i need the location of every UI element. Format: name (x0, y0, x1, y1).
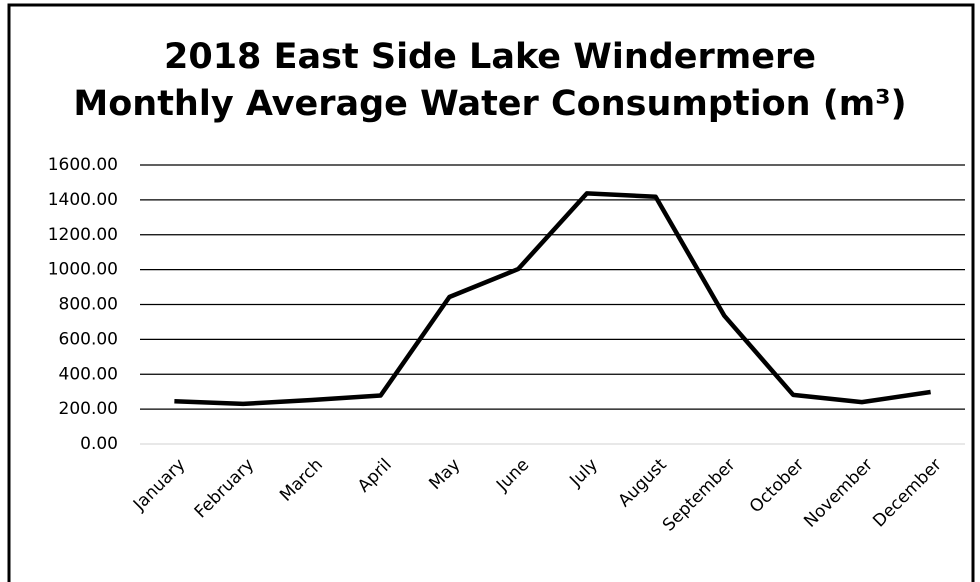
chart-title: Monthly Average Water Consumption (m³) (73, 84, 906, 124)
data-line (174, 191, 931, 407)
chart-frame (7, 3, 975, 582)
y-tick-label: 1600.00 (48, 155, 118, 175)
chart-title: 2018 East Side Lake Windermere (164, 37, 816, 77)
y-tick-label: 600.00 (59, 329, 118, 349)
y-tick-label: 0.00 (80, 434, 118, 454)
y-tick-label: 200.00 (59, 399, 118, 419)
y-tick-label: 1000.00 (48, 260, 118, 280)
y-tick-label: 1400.00 (48, 190, 118, 210)
y-tick-label: 800.00 (59, 295, 118, 315)
y-tick-label: 400.00 (59, 364, 118, 384)
y-tick-label: 1200.00 (48, 225, 118, 245)
